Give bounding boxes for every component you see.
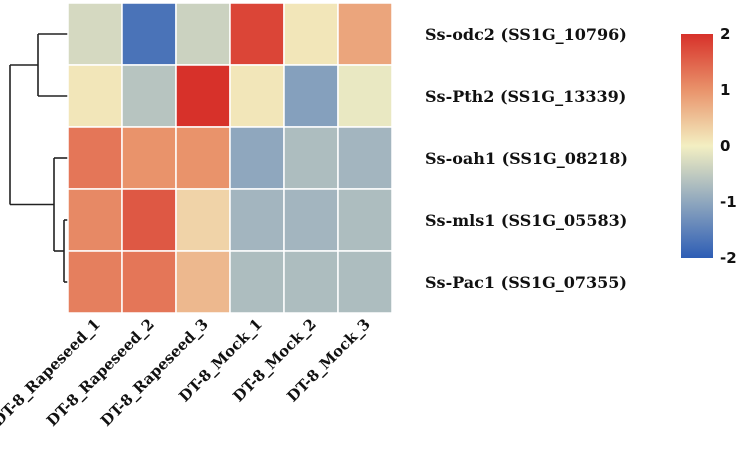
heatmap-cell	[283, 250, 339, 314]
heatmap-cell	[337, 250, 393, 314]
heatmap-cell	[121, 250, 177, 314]
heatmap-cell	[175, 2, 231, 66]
color-scale-tick-label: 0	[720, 137, 730, 155]
row-label: Ss-mls1 (SS1G_05583)	[425, 211, 627, 230]
heatmap-cell	[337, 126, 393, 190]
heatmap-cell	[121, 64, 177, 128]
color-scale-tick-label: 2	[720, 25, 730, 43]
heatmap-cell	[337, 188, 393, 252]
heatmap-cell	[175, 64, 231, 128]
heatmap-cell	[283, 2, 339, 66]
color-scale-tick-label: -2	[720, 249, 737, 267]
heatmap-cell	[121, 2, 177, 66]
heatmap-cell	[229, 188, 285, 252]
row-dendrogram	[9, 33, 68, 283]
column-labels: DT-8_Rapeseed_1DT-8_Rapeseed_2DT-8_Rapes…	[0, 315, 374, 430]
color-scale-ticks: 2 1 0 -1 -2	[720, 25, 737, 267]
heatmap-cell	[175, 188, 231, 252]
heatmap-cells	[67, 2, 393, 314]
heatmap-cell	[337, 64, 393, 128]
heatmap-cell	[67, 126, 123, 190]
row-label: Ss-oah1 (SS1G_08218)	[425, 149, 628, 168]
heatmap-cell	[67, 250, 123, 314]
heatmap-cell	[121, 188, 177, 252]
heatmap-cell	[67, 64, 123, 128]
heatmap-cell	[229, 250, 285, 314]
heatmap-cell	[229, 2, 285, 66]
heatmap-cell	[229, 64, 285, 128]
row-label: Ss-Pth2 (SS1G_13339)	[425, 87, 626, 106]
color-scale-tick-label: -1	[720, 193, 737, 211]
heatmap-cell	[283, 64, 339, 128]
color-scale-legend: 2 1 0 -1 -2	[681, 25, 737, 267]
heatmap-cell	[175, 126, 231, 190]
heatmap-cell	[337, 2, 393, 66]
color-scale-bar	[681, 34, 713, 258]
heatmap-cell	[283, 126, 339, 190]
color-scale-tick-label: 1	[720, 81, 730, 99]
row-label: Ss-odc2 (SS1G_10796)	[425, 25, 627, 44]
row-label: Ss-Pac1 (SS1G_07355)	[425, 273, 627, 292]
heatmap-cell	[67, 188, 123, 252]
heatmap-cell	[229, 126, 285, 190]
heatmap-cell	[67, 2, 123, 66]
row-labels: Ss-odc2 (SS1G_10796) Ss-Pth2 (SS1G_13339)…	[425, 25, 628, 292]
heatmap-cell	[175, 250, 231, 314]
heatmap-cell	[121, 126, 177, 190]
heatmap-cell	[283, 188, 339, 252]
